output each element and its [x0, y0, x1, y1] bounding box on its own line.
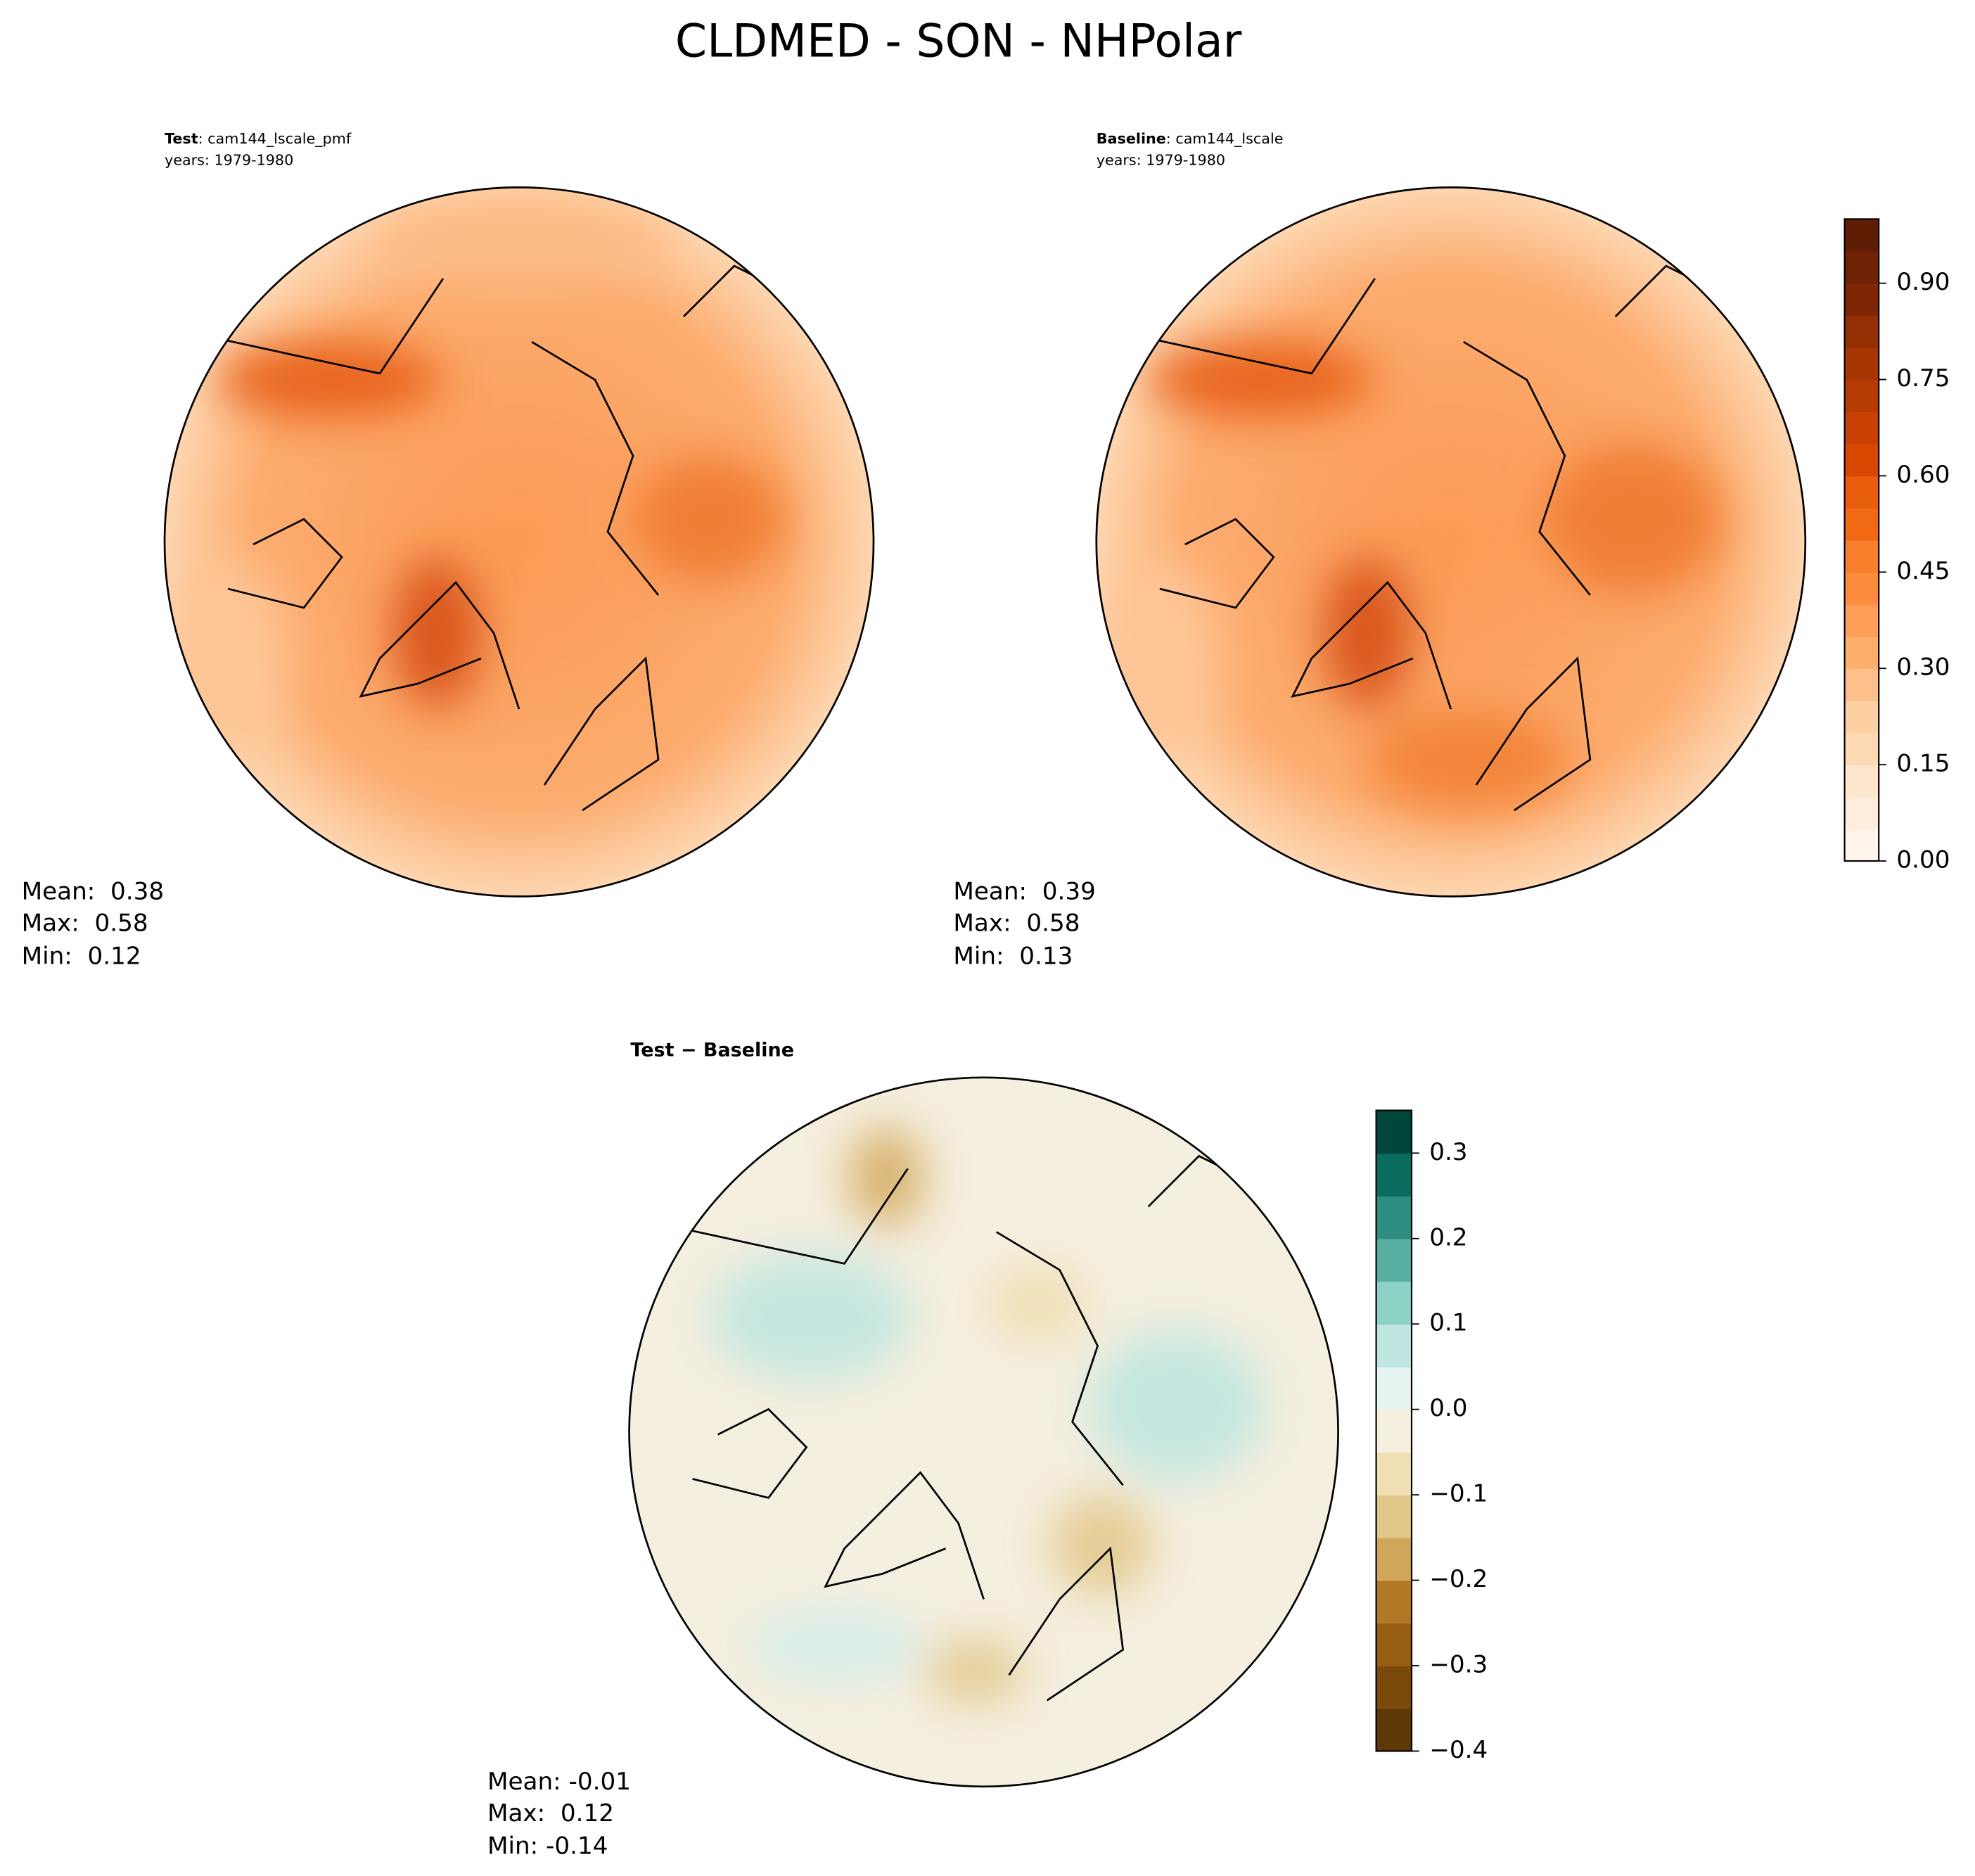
stat-max: Max: 0.58	[953, 909, 1080, 937]
stat-max: Max: 0.12	[487, 1799, 614, 1827]
colorbar-band	[1844, 283, 1879, 317]
colorbar-band	[1844, 572, 1879, 605]
colorbar-band	[1844, 829, 1879, 862]
map-field	[629, 1077, 1338, 1787]
years: years: 1979-1980	[1097, 152, 1225, 169]
colorbar-band	[1376, 1324, 1412, 1367]
map-field	[165, 187, 874, 897]
colorbar-tick-label: 0.90	[1896, 268, 1950, 296]
stat-mean: Mean: 0.38	[22, 877, 165, 905]
colorbar-tick-label: −0.2	[1429, 1565, 1488, 1593]
colorbar-band	[1844, 796, 1879, 830]
colorbar-band	[1844, 700, 1879, 734]
colorbar-tick-label: 0.00	[1896, 846, 1950, 874]
figure-title: CLDMED - SON - NHPolar	[675, 15, 1242, 68]
panel-title: Baseline	[1097, 130, 1166, 147]
colorbar-band	[1376, 1153, 1412, 1197]
colorbar-band	[1376, 1281, 1412, 1325]
colorbar-band	[1376, 1665, 1412, 1709]
colorbar-band	[1376, 1366, 1412, 1410]
colorbar-band	[1376, 1452, 1412, 1495]
colorbar-band	[1844, 732, 1879, 766]
years: years: 1979-1980	[165, 152, 293, 169]
stat-min: Min: -0.14	[487, 1832, 608, 1861]
colorbar-band	[1844, 411, 1879, 445]
map-boundary	[1095, 186, 1807, 898]
colorbar-band	[1376, 1708, 1412, 1752]
map-boundary	[628, 1076, 1339, 1788]
colorbar-band	[1376, 1238, 1412, 1282]
panel-label: Test: cam144_lscale_pmf	[165, 130, 352, 148]
colorbar-band	[1844, 251, 1879, 284]
colorbar-band	[1844, 540, 1879, 573]
map-boundary	[163, 186, 875, 898]
colorbar-band	[1376, 1409, 1412, 1453]
colorbar-band	[1844, 476, 1879, 509]
colorbar-band	[1844, 765, 1879, 798]
colorbar-band	[1844, 347, 1879, 381]
colorbar-tick-label: 0.3	[1429, 1138, 1467, 1166]
stat-mean: Mean: 0.39	[953, 877, 1096, 905]
colorbar-band	[1376, 1110, 1412, 1154]
colorbar-tick-label: −0.1	[1429, 1480, 1488, 1508]
colorbar-band	[1844, 604, 1879, 637]
colorbar-tick-label: −0.4	[1429, 1736, 1488, 1764]
colorbar-band	[1376, 1623, 1412, 1666]
stat-min: Min: 0.13	[953, 942, 1073, 970]
case-name: : cam144_lscale_pmf	[198, 130, 352, 148]
stat-mean: Mean: -0.01	[487, 1768, 631, 1796]
colorbar-tick-label: 0.1	[1429, 1309, 1467, 1337]
colorbar-tick-label: 0.75	[1896, 364, 1950, 393]
coastline	[1153, 264, 1692, 812]
colorbar-tick-label: 0.30	[1896, 653, 1950, 682]
colorbar-band	[1844, 636, 1879, 670]
stat-max: Max: 0.58	[22, 909, 148, 937]
coastline	[686, 1154, 1225, 1702]
panel-label: Baseline: cam144_lscale	[1097, 130, 1284, 148]
colorbar-tick-label: 0.2	[1429, 1223, 1467, 1251]
colorbar-frame	[1375, 1109, 1413, 1752]
panel-title: Test − Baseline	[630, 1039, 794, 1061]
coastline	[221, 264, 760, 812]
colorbar-band	[1376, 1537, 1412, 1581]
stat-min: Min: 0.12	[22, 942, 141, 970]
colorbar-band	[1844, 315, 1879, 348]
map-field	[1096, 187, 1805, 897]
colorbar-tick-label: 0.15	[1896, 750, 1950, 778]
colorbar-band	[1376, 1580, 1412, 1624]
colorbar-frame	[1843, 218, 1880, 862]
colorbar-band	[1844, 668, 1879, 701]
colorbar-tick-label: −0.3	[1429, 1650, 1488, 1678]
colorbar-band	[1844, 219, 1879, 252]
colorbar-tick-label: 0.0	[1429, 1394, 1467, 1422]
colorbar-tick-label: 0.45	[1896, 557, 1950, 585]
colorbar-band	[1844, 508, 1879, 541]
colorbar-band	[1376, 1196, 1412, 1239]
case-name: : cam144_lscale	[1166, 130, 1284, 148]
panel-title: Test	[165, 130, 198, 147]
colorbar-tick-label: 0.60	[1896, 461, 1950, 489]
colorbar-band	[1844, 443, 1879, 477]
colorbar-band	[1844, 379, 1879, 413]
colorbar-band	[1376, 1495, 1412, 1538]
